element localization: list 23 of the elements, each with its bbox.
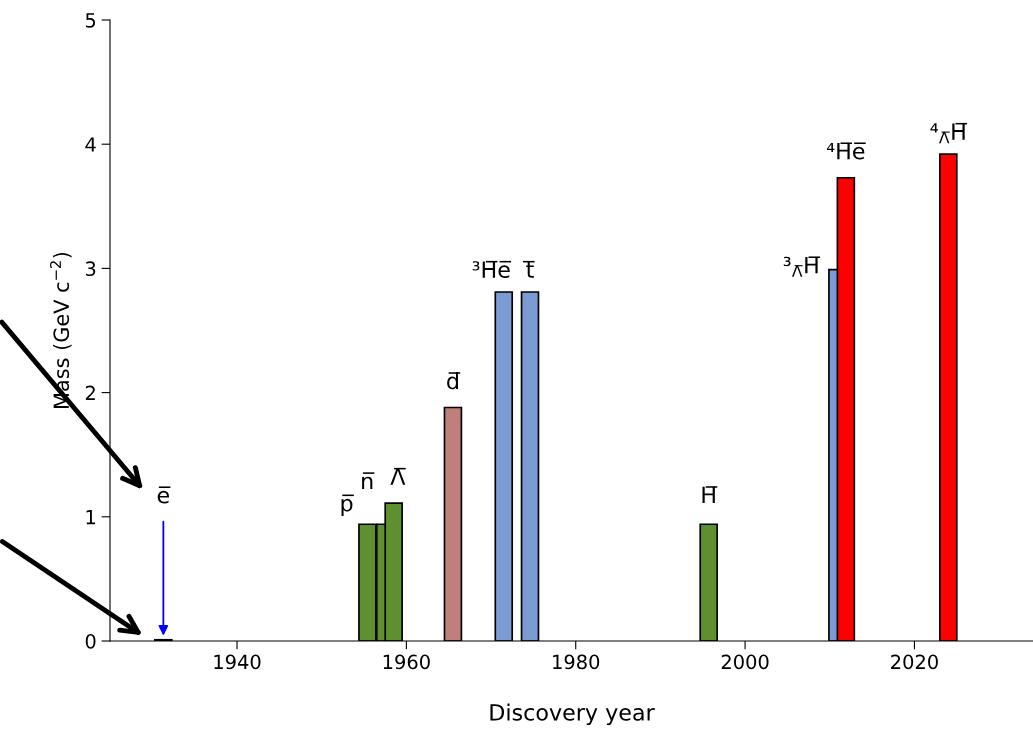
y-tick-label: 4	[85, 137, 96, 152]
x-tick-label: 1960	[383, 654, 430, 670]
y-tick-label: 0	[85, 633, 96, 649]
x-axis-title: Discovery year	[490, 703, 655, 726]
annotation: d̅	[447, 372, 461, 390]
annotation: n̅	[362, 472, 375, 490]
annotation: ³H̅e̅	[472, 260, 512, 278]
y-tick-label: 5	[85, 13, 96, 28]
annotation: Λ̅	[390, 467, 406, 485]
y-tick-label: 2	[85, 385, 95, 400]
y-tick-label: 1	[86, 510, 96, 525]
annotation: e̅	[157, 486, 171, 504]
annotation: t̅	[523, 260, 535, 278]
annotation: ⁴H̅e̅	[826, 142, 866, 160]
x-tick-label: 2000	[721, 654, 769, 670]
annotation: H̅	[702, 486, 718, 503]
x-tick-label: 2020	[891, 654, 938, 670]
annotation: p̅	[341, 494, 354, 516]
x-tick-label: 1980	[553, 654, 600, 670]
annotation: ³$_{Λ̅}$H̅	[783, 256, 821, 277]
annotation: ⁴$_{Λ̅}$H̅	[930, 122, 968, 144]
x-tick-label: 1940	[214, 654, 261, 670]
y-tick-label: 3	[85, 261, 96, 277]
